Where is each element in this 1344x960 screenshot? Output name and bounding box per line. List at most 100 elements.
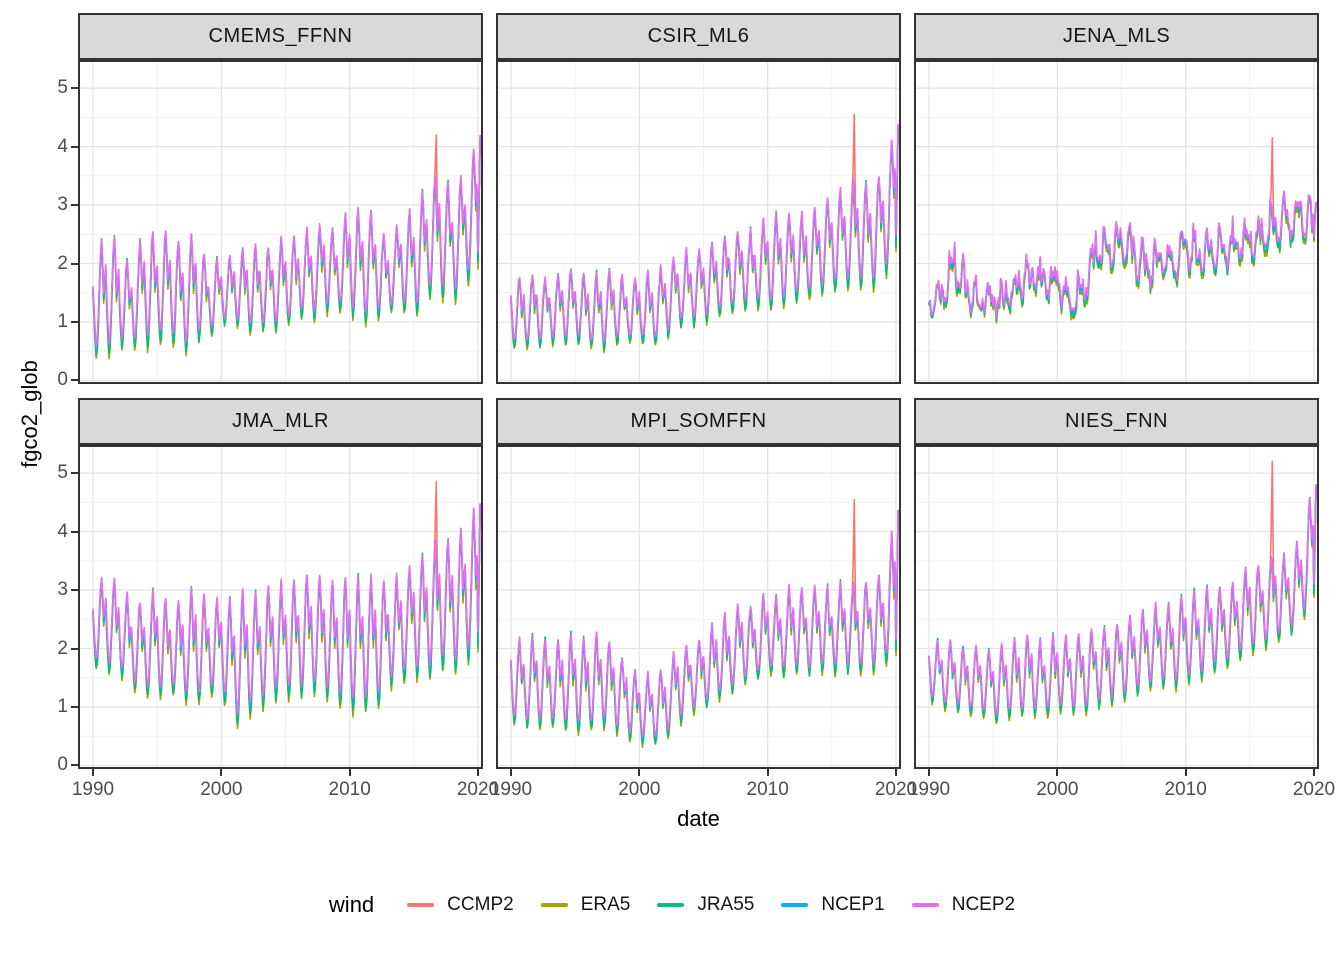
y-axis-tick [71, 530, 78, 533]
series-line-NCEP2 [92, 134, 481, 348]
x-axis-tick-label: 1990 [71, 779, 115, 800]
x-axis-tick-label: 2000 [1036, 779, 1079, 800]
series-line-NCEP2 [510, 123, 899, 343]
panel-border [78, 60, 483, 384]
legend-label: NCEP1 [821, 894, 885, 915]
facet-title: JMA_MLR [232, 410, 329, 432]
legend-key-line-icon [657, 903, 685, 907]
facet-strip: NIES_FNN [914, 398, 1319, 445]
facet-grid: CMEMS_FFNN CSIR_ML6 JENA_MLS JMA_MLR MPI_SOM… [78, 13, 1319, 769]
x-axis-tick [766, 769, 769, 776]
y-axis-tick-label: 3 [57, 579, 68, 601]
y-axis-tick [71, 706, 78, 708]
panel-plot-area [914, 60, 1319, 384]
panel-plot-area [78, 445, 483, 769]
x-axis-tick [348, 769, 351, 776]
facet-strip: CMEMS_FFNN [78, 13, 483, 60]
series-line-NCEP2 [928, 484, 1317, 716]
y-axis-tick-label: 5 [57, 77, 68, 99]
y-axis-tick [71, 379, 78, 382]
y-axis-tick [71, 647, 78, 650]
panel-border [914, 445, 1319, 769]
legend-title: wind [328, 892, 375, 917]
facet-panel-CSIR_ML6: CSIR_ML6 [496, 13, 901, 384]
legend-entry-NCEP2: NCEP2 [911, 894, 1016, 916]
series-line-NCEP1 [928, 193, 1317, 319]
y-axis-tick-label: 5 [57, 462, 68, 484]
panel-border [496, 60, 901, 384]
series-line-NCEP2 [510, 510, 899, 737]
legend: wind CCMP2 ERA5 JRA55 NCEP1 NCEP2 [0, 892, 1344, 918]
x-axis-tick [928, 769, 930, 776]
facet-title: CMEMS_FFNN [208, 25, 353, 47]
series-line-CCMP2 [510, 498, 899, 743]
x-axis-title: date [677, 806, 720, 831]
series-line-ERA5 [928, 488, 1317, 725]
series-line-ERA5 [510, 518, 899, 749]
facet-title: NIES_FNN [1065, 410, 1168, 432]
x-axis-tick-label: 1990 [907, 779, 951, 800]
x-axis-tick-label: 1990 [489, 779, 533, 800]
x-axis-tick [894, 769, 897, 776]
x-axis-tick-label: 2000 [618, 779, 661, 800]
x-axis-tick [510, 769, 512, 776]
x-axis-tick-label: 2010 [328, 779, 371, 800]
panel-border [496, 445, 901, 769]
x-axis-tick [92, 769, 94, 776]
legend-entries: CCMP2 ERA5 JRA55 NCEP1 NCEP2 [407, 894, 1015, 916]
legend-entry-NCEP1: NCEP1 [781, 894, 885, 916]
series-line-JRA55 [510, 125, 899, 351]
y-axis-tick-label: 1 [57, 311, 68, 332]
legend-label: CCMP2 [447, 894, 514, 915]
facet-panel-NIES_FNN: NIES_FNN [914, 398, 1319, 769]
y-axis-tick-label: 2 [57, 637, 68, 659]
legend-entry-JRA55: JRA55 [657, 894, 754, 916]
y-axis-tick-label: 0 [57, 369, 68, 391]
y-axis-tick-label: 2 [57, 252, 68, 274]
legend-key-line-icon [540, 903, 568, 907]
panel-plot-area [914, 445, 1319, 769]
facet-title: JENA_MLS [1062, 25, 1171, 47]
panel-plot-area [78, 60, 483, 384]
y-axis-tick-label: 0 [57, 754, 68, 776]
x-axis-tick-label: 2020 [874, 779, 918, 800]
y-axis-tick-label: 1 [57, 696, 68, 717]
series-line-CCMP2 [92, 480, 481, 725]
panel-border [78, 445, 483, 769]
facet-panel-JMA_MLR: JMA_MLR [78, 398, 483, 769]
x-axis-tick-label: 2000 [200, 779, 243, 800]
y-axis-tick [71, 764, 78, 767]
x-axis-tick-label: 2020 [1292, 779, 1336, 800]
y-axis-tick [71, 262, 78, 265]
legend-label: NCEP2 [951, 894, 1016, 915]
facet-title: MPI_SOMFFN [630, 410, 767, 432]
facet-strip: JENA_MLS [914, 13, 1319, 60]
x-axis-tick [476, 769, 479, 776]
facet-strip: CSIR_ML6 [496, 13, 901, 60]
legend-key-line-icon [781, 903, 809, 907]
legend-key-line-icon [407, 903, 435, 907]
y-axis-tick-label: 4 [57, 135, 68, 157]
series-line-NCEP1 [510, 513, 899, 740]
y-axis-tick-label: 4 [57, 520, 68, 542]
x-axis-tick-label: 2010 [1164, 779, 1207, 800]
facet-panel-MPI_SOMFFN: MPI_SOMFFN [496, 398, 901, 769]
x-axis-tick [220, 769, 223, 776]
y-axis-tick [71, 472, 78, 475]
facet-strip: MPI_SOMFFN [496, 398, 901, 445]
legend-entry-ERA5: ERA5 [540, 894, 631, 916]
series-line-NCEP1 [510, 127, 899, 346]
y-axis-tick-label: 3 [57, 194, 68, 216]
x-axis-tick [1184, 769, 1187, 776]
legend-label: ERA5 [580, 894, 631, 915]
series-line-ERA5 [510, 129, 899, 354]
legend-key-line-icon [911, 903, 939, 907]
legend-entry-CCMP2: CCMP2 [407, 894, 514, 916]
panel-plot-area [496, 60, 901, 384]
y-axis-tick [71, 87, 78, 90]
facet-title: CSIR_ML6 [647, 25, 750, 47]
series-line-NCEP2 [92, 502, 481, 715]
x-axis-tick-label: 2010 [746, 779, 789, 800]
facet-panel-CMEMS_FFNN: CMEMS_FFNN [78, 13, 483, 384]
